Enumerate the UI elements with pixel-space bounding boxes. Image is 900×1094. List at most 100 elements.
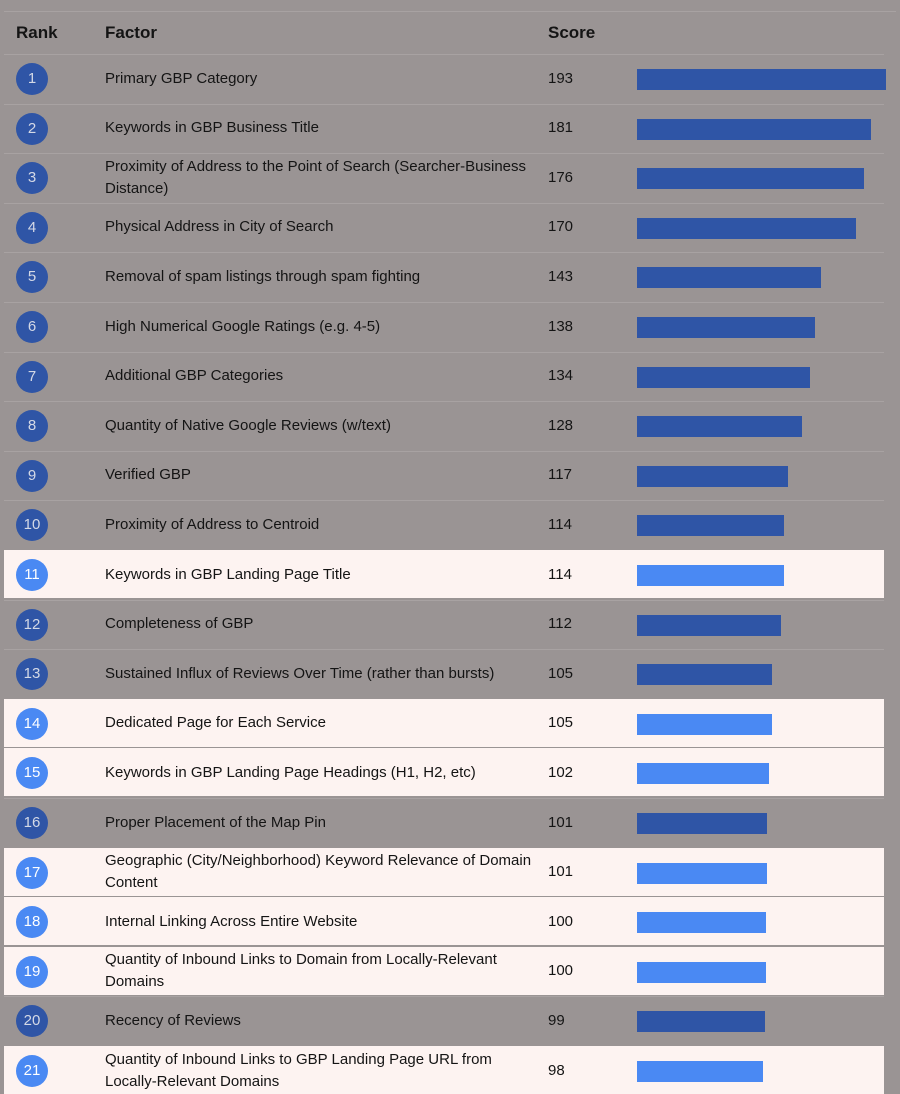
table-row: 9 Verified GBP 117: [4, 450, 884, 499]
score-bar: [637, 515, 785, 537]
factor-label: Keywords in GBP Landing Page Title: [105, 565, 351, 583]
rank-badge: 14: [16, 707, 48, 740]
rank-badge: 8: [16, 410, 48, 443]
factor-column-header: Factor: [105, 23, 157, 42]
score-bar: [637, 416, 803, 438]
table-row: 12 Completeness of GBP 112: [4, 599, 884, 648]
table-row: 19 Quantity of Inbound Links to Domain fr…: [4, 946, 884, 995]
rank-badge: 9: [16, 459, 48, 492]
rank-badge: 12: [16, 608, 48, 641]
factor-label: Completeness of GBP: [105, 615, 254, 633]
rank-badge: 2: [16, 112, 48, 145]
factor-label: Quantity of Inbound Links to Domain from…: [105, 951, 497, 991]
factor-label: Dedicated Page for Each Service: [105, 714, 326, 732]
score-bar: [637, 713, 773, 735]
table-row: 6 High Numerical Google Ratings (e.g. 4-5…: [4, 302, 884, 350]
score-bar: [637, 168, 865, 190]
table-row: 5 Removal of spam listings through spam f…: [4, 252, 884, 300]
score-bar: [637, 1061, 764, 1082]
table-row: 1 Primary GBP Category 193: [4, 54, 886, 102]
factor-label: Keywords in GBP Landing Page Headings (H…: [105, 763, 476, 781]
score-bar: [637, 961, 766, 983]
score-bar: [637, 1011, 765, 1033]
score-value: 101: [548, 813, 574, 831]
score-value: 101: [548, 863, 574, 881]
score-value: 128: [548, 416, 574, 434]
factor-label: Geographic (City/Neighborhood) Keyword R…: [105, 852, 532, 892]
table-row: 11 Keywords in GBP Landing Page Title 114: [4, 550, 884, 598]
table-row: 13 Sustained Influx of Reviews Over Time …: [4, 649, 884, 697]
score-value: 138: [548, 317, 574, 335]
score-bar: [637, 763, 769, 785]
factor-label: Quantity of Native Google Reviews (w/tex…: [105, 416, 391, 434]
score-value: 112: [548, 615, 572, 633]
rank-badge: 19: [16, 955, 48, 988]
rank-badge: 6: [16, 311, 48, 343]
score-bar: [637, 366, 810, 388]
score-bar: [637, 565, 785, 586]
factor-label: Internal Linking Across Entire Website: [105, 912, 358, 930]
factor-label: Physical Address in City of Search: [105, 218, 334, 236]
factor-label: Keywords in GBP Business Title: [105, 119, 319, 137]
rank-badge: 10: [16, 509, 48, 542]
score-bar: [637, 118, 871, 140]
rank-badge: 21: [16, 1055, 48, 1087]
score-value: 193: [548, 69, 574, 87]
rank-badge: 7: [16, 360, 48, 393]
factor-label: Recency of Reviews: [105, 1011, 241, 1029]
factor-label: Primary GBP Category: [105, 69, 258, 87]
score-value: 98: [548, 1061, 565, 1079]
factor-label: Removal of spam listings through spam fi…: [105, 267, 421, 285]
rank-badge: 16: [16, 807, 48, 839]
table-row: 10 Proximity of Address to Centroid 114: [4, 500, 884, 548]
score-column-header: Score: [548, 23, 596, 42]
rank-badge: 13: [16, 658, 48, 691]
rank-badge: 5: [16, 261, 48, 294]
score-bar: [637, 69, 886, 90]
rank-badge: 4: [16, 211, 48, 244]
score-bar: [637, 664, 773, 686]
table-row: 4 Physical Address in City of Search 170: [4, 202, 884, 251]
table-row: 2 Keywords in GBP Business Title 181: [4, 103, 884, 152]
factor-label: Verified GBP: [105, 466, 191, 484]
table-row: 17 Geographic (City/Neighborhood) Keyword…: [4, 847, 884, 896]
score-bar: [637, 614, 782, 636]
score-value: 100: [548, 912, 574, 930]
score-value: 170: [548, 218, 574, 236]
table-row: 14 Dedicated Page for Each Service 105: [4, 698, 884, 747]
rank-badge: 18: [16, 906, 48, 939]
score-value: 143: [548, 267, 574, 285]
factor-label: Proximity of Address to the Point of Sea…: [105, 157, 527, 197]
score-value: 102: [548, 763, 574, 781]
factor-label: High Numerical Google Ratings (e.g. 4-5): [105, 317, 381, 335]
rank-badge: 11: [16, 559, 48, 591]
rank-badge: 1: [16, 63, 48, 95]
rank-badge: 17: [16, 856, 48, 889]
score-value: 134: [548, 367, 574, 385]
table-row: 18 Internal Linking Across Entire Website…: [4, 897, 884, 946]
score-bar: [637, 912, 766, 934]
score-value: 114: [548, 565, 572, 583]
factor-label: Additional GBP Categories: [105, 367, 284, 385]
table-row: 20 Recency of Reviews 99: [4, 996, 884, 1044]
top-divider: [4, 11, 896, 12]
rank-badge: 3: [16, 162, 48, 195]
score-value: 99: [548, 1011, 565, 1029]
score-bar: [637, 862, 768, 884]
score-value: 176: [548, 168, 574, 186]
table-row: 8 Quantity of Native Google Reviews (w/te…: [4, 401, 884, 449]
factor-label: Proximity of Address to Centroid: [105, 515, 320, 533]
table-row: 21 Quantity of Inbound Links to GBP Landi…: [4, 1046, 884, 1094]
score-value: 105: [548, 664, 574, 682]
score-value: 181: [548, 119, 574, 137]
table-row: 15 Keywords in GBP Landing Page Headings …: [4, 748, 884, 797]
score-value: 100: [548, 962, 574, 980]
score-bar: [637, 317, 816, 338]
factor-label: Sustained Influx of Reviews Over Time (r…: [105, 664, 495, 682]
score-bar: [637, 813, 768, 834]
score-value: 117: [548, 466, 572, 484]
table-row: 3 Proximity of Address to the Point of Se…: [4, 153, 884, 201]
score-bar: [637, 465, 788, 487]
table-row: 7 Additional GBP Categories 134: [4, 351, 884, 400]
